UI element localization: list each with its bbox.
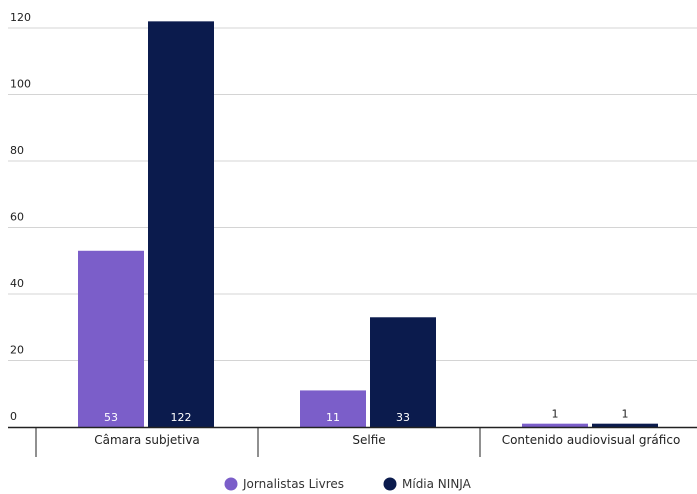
data-label: 1 xyxy=(552,408,559,421)
bar xyxy=(592,423,658,427)
legend-swatch xyxy=(383,477,397,491)
bar xyxy=(78,250,144,427)
data-label: 53 xyxy=(104,411,118,424)
bar xyxy=(522,423,588,427)
y-tick-label: 120 xyxy=(10,11,31,24)
x-tick-label: Contenido audiovisual gráfico xyxy=(502,433,681,447)
y-tick-label: 40 xyxy=(10,277,24,290)
bars xyxy=(78,21,658,427)
x-axis: Câmara subjetiva Selfie Contenido audiovis… xyxy=(8,426,697,457)
x-tick-label: Câmara subjetiva xyxy=(94,433,200,447)
legend-label: Jornalistas Livres xyxy=(242,477,344,491)
data-label: 1 xyxy=(622,408,629,421)
legend-swatch xyxy=(224,477,238,491)
x-tick-label: Selfie xyxy=(352,433,385,447)
bar xyxy=(370,317,436,427)
y-tick-label: 60 xyxy=(10,211,24,224)
legend: Jornalistas Livres Mídia NINJA xyxy=(224,477,472,491)
data-labels: 53 122 11 33 1 1 xyxy=(104,408,629,424)
bar xyxy=(300,390,366,427)
y-tick-label: 0 xyxy=(10,410,17,423)
data-label: 11 xyxy=(326,411,340,424)
data-label: 33 xyxy=(396,411,410,424)
bar xyxy=(148,21,214,427)
y-tick-label: 100 xyxy=(10,78,31,91)
data-label: 122 xyxy=(171,411,192,424)
y-tick-label: 80 xyxy=(10,144,24,157)
legend-label: Mídia NINJA xyxy=(402,477,472,491)
y-tick-label: 20 xyxy=(10,344,24,357)
y-axis-ticks: 0 20 40 60 80 100 120 xyxy=(10,11,31,423)
